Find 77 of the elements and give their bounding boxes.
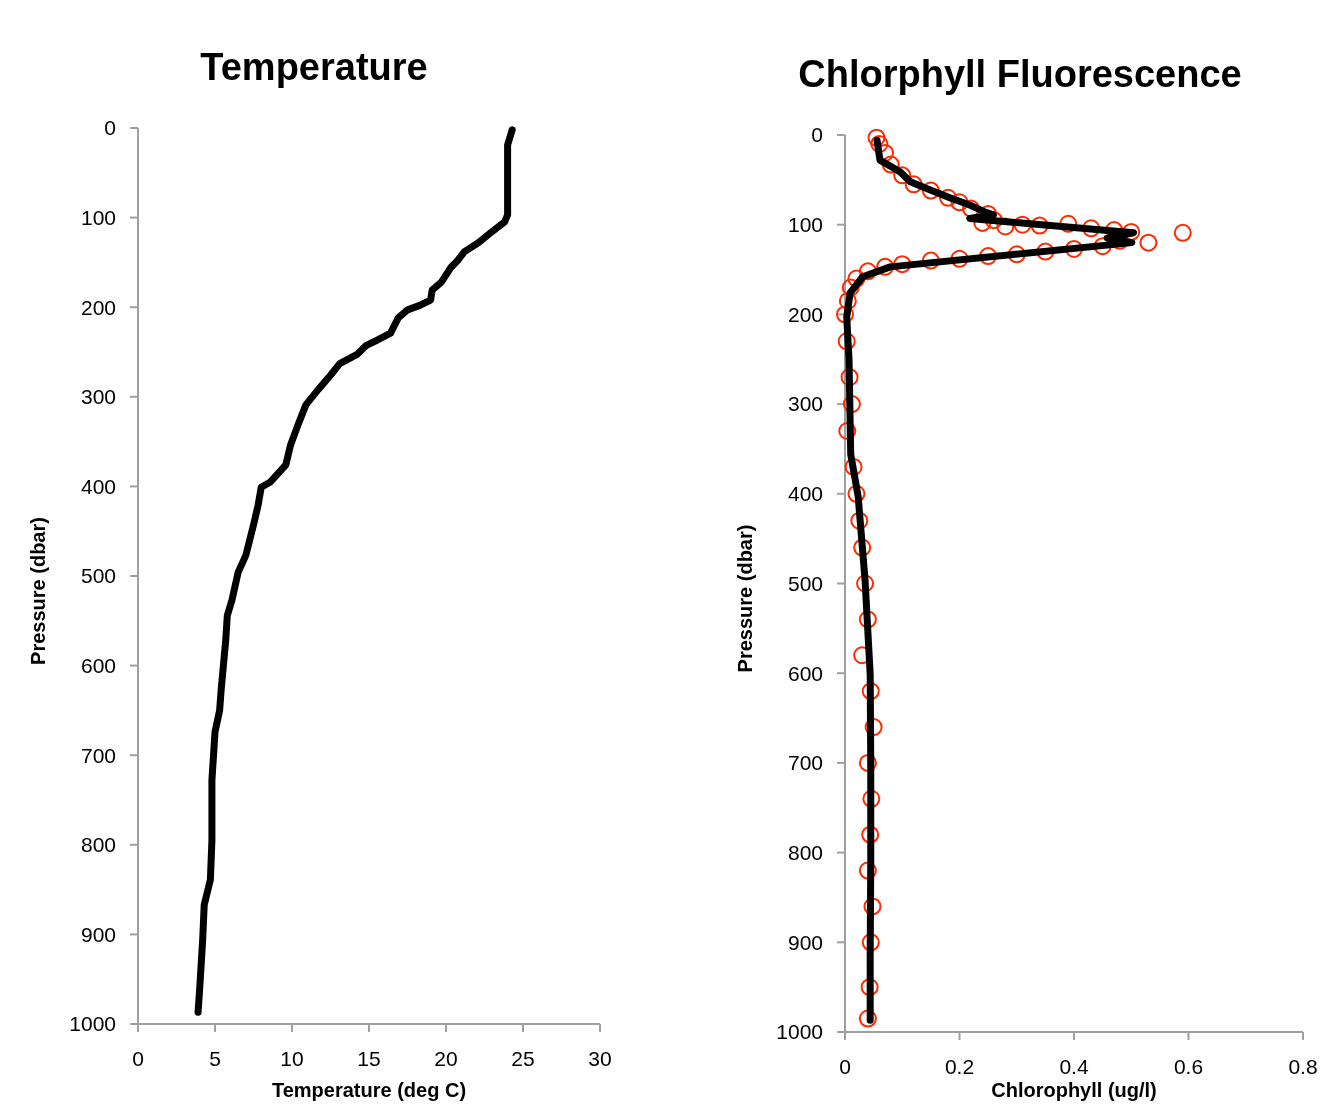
y-tick-label: 100 — [787, 213, 823, 237]
point — [847, 484, 866, 503]
y-tick-label: 900 — [80, 922, 116, 946]
y-tick-label: 600 — [80, 653, 116, 677]
point — [861, 682, 880, 701]
y-tick-label: 0 — [104, 116, 116, 140]
point — [1173, 223, 1192, 242]
y-tick-label: 400 — [787, 482, 823, 506]
y-tick-label: 800 — [80, 833, 116, 857]
y-axis-title: Pressure (dbar) — [734, 524, 756, 673]
y-tick-label: 500 — [787, 571, 823, 595]
x-tick-label: 5 — [209, 1047, 221, 1070]
x-tick-label: 15 — [357, 1047, 381, 1070]
point — [850, 511, 869, 530]
point — [858, 753, 877, 772]
y-tick-label: 100 — [80, 205, 116, 229]
point — [1139, 233, 1158, 252]
point — [837, 332, 856, 351]
y-tick-label: 500 — [80, 564, 116, 588]
point — [881, 155, 900, 174]
point — [950, 249, 969, 268]
point — [1036, 242, 1055, 261]
point — [861, 933, 880, 952]
point — [950, 193, 969, 212]
point — [1059, 214, 1078, 233]
x-tick-label: 0.4 — [1059, 1055, 1089, 1078]
x-tick-label: 0 — [132, 1047, 144, 1070]
y-tick-label: 1000 — [776, 1020, 823, 1044]
point — [838, 291, 857, 310]
x-tick-label: 20 — [434, 1047, 458, 1070]
point — [836, 305, 854, 324]
y-tick-label: 800 — [787, 840, 823, 864]
point — [858, 861, 877, 880]
x-tick-label: 0.8 — [1288, 1055, 1318, 1078]
point — [1013, 215, 1032, 234]
point — [841, 278, 860, 297]
y-tick-label: 900 — [787, 930, 823, 954]
x-tick-label: 30 — [588, 1047, 612, 1070]
y-tick-label: 0 — [811, 123, 823, 147]
y-tick-label: 300 — [80, 385, 116, 409]
x-tick-label: 0.6 — [1173, 1055, 1204, 1078]
point — [870, 134, 889, 153]
x-tick-label: 10 — [280, 1047, 304, 1070]
point — [856, 574, 875, 593]
x-axis-title: Temperature (deg C) — [271, 1079, 467, 1101]
point — [939, 188, 958, 207]
y-tick-label: 700 — [80, 743, 116, 767]
point — [840, 368, 859, 387]
point — [921, 181, 940, 200]
point — [847, 269, 866, 288]
point — [858, 610, 877, 629]
point — [893, 166, 912, 185]
point — [921, 251, 940, 270]
chart-title: Chlorphyll Fluorescence — [798, 53, 1242, 95]
point — [853, 538, 872, 557]
y-tick-label: 200 — [787, 302, 823, 326]
y-tick-label: 1000 — [69, 1012, 116, 1036]
point — [904, 175, 923, 194]
y-tick-label: 600 — [787, 661, 823, 685]
point — [858, 262, 877, 281]
point — [1082, 219, 1101, 238]
x-axis-title: Chlorophyll (ug/l) — [991, 1079, 1157, 1101]
point — [867, 128, 886, 147]
chart-title: Temperature — [200, 46, 428, 88]
y-tick-label: 700 — [787, 751, 823, 775]
point — [1065, 239, 1083, 258]
y-axis-title: Pressure (dbar) — [27, 517, 49, 665]
x-tick-label: 0.2 — [944, 1055, 975, 1078]
y-tick-label: 200 — [80, 295, 116, 319]
y-tick-label: 300 — [787, 392, 823, 416]
x-tick-label: 25 — [511, 1047, 535, 1070]
point — [864, 718, 883, 737]
point — [1007, 245, 1026, 264]
x-tick-label: 0 — [839, 1055, 851, 1078]
point — [858, 1009, 877, 1028]
y-tick-label: 400 — [80, 474, 116, 498]
point — [862, 789, 881, 808]
